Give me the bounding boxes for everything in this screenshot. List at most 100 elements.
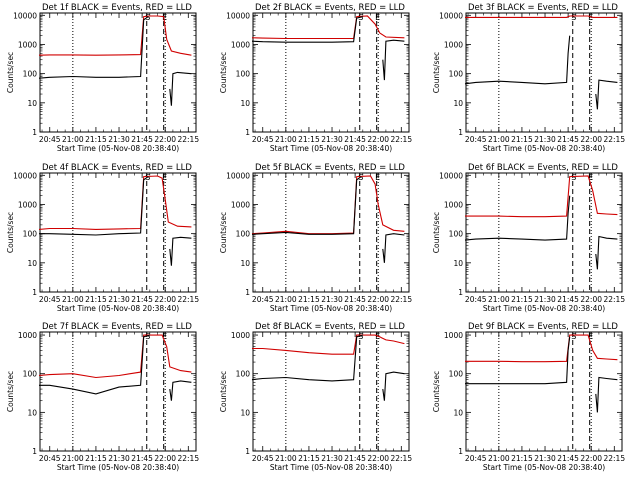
x-tick-label: 20:45 bbox=[252, 135, 274, 144]
y-tick-label: 10 bbox=[27, 408, 37, 417]
marker-label: E bbox=[162, 173, 167, 182]
y-tick-label: 1 bbox=[458, 128, 463, 137]
x-tick-label: 22:15 bbox=[603, 454, 625, 463]
plot-frame bbox=[252, 331, 410, 452]
x-tick-label: 20:45 bbox=[465, 135, 487, 144]
y-tick-label: 1000 bbox=[18, 40, 37, 49]
x-tick-label: 20:45 bbox=[465, 454, 487, 463]
y-tick-label: 100 bbox=[449, 70, 464, 79]
y-tick-label: 1 bbox=[458, 447, 463, 456]
x-tick-label: 21:15 bbox=[511, 454, 533, 463]
series-line-lld bbox=[38, 175, 192, 230]
series-line-events bbox=[382, 39, 405, 81]
y-tick-label: 10 bbox=[453, 259, 463, 268]
x-tick-label: 22:15 bbox=[177, 135, 199, 144]
marker-label: S bbox=[571, 332, 576, 341]
y-axis-label: Counts/sec bbox=[6, 371, 15, 412]
x-tick-label: 22:15 bbox=[603, 295, 625, 304]
y-tick-label: 1000 bbox=[18, 331, 37, 340]
x-tick-label: 21:15 bbox=[298, 135, 320, 144]
y-tick-label: 100 bbox=[236, 70, 251, 79]
x-tick-label: 21:30 bbox=[321, 454, 343, 463]
x-tick-label: 22:00 bbox=[580, 454, 602, 463]
series-line-lld bbox=[38, 334, 192, 379]
x-tick-label: 22:15 bbox=[603, 135, 625, 144]
y-tick-label: 1 bbox=[458, 288, 463, 297]
series-line-events bbox=[251, 16, 363, 43]
marker-label: E bbox=[375, 13, 380, 22]
x-axis-label: Start Time (05-Nov-08 20:38:40) bbox=[57, 304, 179, 313]
chart-panel-3: Det 3f BLACK = Events, RED = LLD 1 10 100 10… bbox=[432, 3, 625, 153]
x-tick-label: 21:15 bbox=[85, 135, 107, 144]
x-tick-label: 21:00 bbox=[62, 295, 84, 304]
y-tick-label: 10 bbox=[27, 99, 37, 108]
marker-label: E bbox=[588, 173, 593, 182]
series-line-events bbox=[38, 16, 149, 79]
chart-title: Det 6f BLACK = Events, RED = LLD bbox=[468, 163, 618, 173]
y-tick-label: 100 bbox=[236, 230, 251, 239]
x-tick-label: 21:15 bbox=[511, 135, 533, 144]
x-tick-label: 21:15 bbox=[85, 295, 107, 304]
series-line-events bbox=[39, 334, 150, 395]
plot-frame bbox=[39, 331, 197, 452]
y-tick-label: 1000 bbox=[231, 331, 250, 340]
series-line-events bbox=[251, 176, 362, 235]
chart-title: Det 3f BLACK = Events, RED = LLD bbox=[468, 3, 618, 13]
x-tick-label: 22:00 bbox=[367, 295, 389, 304]
plot-frame bbox=[39, 12, 197, 133]
y-tick-label: 1000 bbox=[444, 331, 463, 340]
x-axis-label: Start Time (05-Nov-08 20:38:40) bbox=[483, 304, 605, 313]
marker-label: E bbox=[588, 332, 593, 341]
x-tick-label: 22:15 bbox=[390, 295, 412, 304]
x-tick-label: 21:45 bbox=[344, 454, 366, 463]
marker-label: S bbox=[571, 13, 576, 22]
x-tick-label: 20:45 bbox=[465, 295, 487, 304]
chart-panel-6: Det 6f BLACK = Events, RED = LLD 1 10 100 10… bbox=[432, 163, 625, 313]
x-tick-label: 20:45 bbox=[39, 135, 61, 144]
x-axis-label: Start Time (05-Nov-08 20:38:40) bbox=[270, 463, 392, 472]
x-axis-label: Start Time (05-Nov-08 20:38:40) bbox=[270, 144, 392, 153]
series-line-lld bbox=[465, 334, 618, 363]
marker-label: E bbox=[588, 13, 593, 22]
x-tick-label: 21:45 bbox=[131, 454, 153, 463]
y-tick-label: 10000 bbox=[439, 171, 463, 180]
chart-panel-2: Det 2f BLACK = Events, RED = LLD 1 10 100 10… bbox=[219, 3, 412, 153]
x-tick-label: 21:30 bbox=[534, 454, 556, 463]
x-tick-label: 21:30 bbox=[108, 454, 130, 463]
x-tick-label: 21:15 bbox=[85, 454, 107, 463]
x-tick-label: 21:30 bbox=[321, 135, 343, 144]
plot-frame bbox=[39, 172, 197, 293]
x-axis-label: Start Time (05-Nov-08 20:38:40) bbox=[270, 304, 392, 313]
x-tick-label: 22:15 bbox=[177, 295, 199, 304]
y-tick-label: 1 bbox=[245, 288, 250, 297]
y-tick-label: 10000 bbox=[226, 11, 250, 20]
x-tick-label: 22:00 bbox=[154, 454, 176, 463]
x-tick-label: 21:30 bbox=[108, 295, 130, 304]
chart-panel-1: Det 1f BLACK = Events, RED = LLD 1 10 100 10… bbox=[6, 3, 199, 153]
y-tick-label: 1 bbox=[245, 128, 250, 137]
y-tick-label: 100 bbox=[236, 370, 251, 379]
x-tick-label: 21:30 bbox=[321, 295, 343, 304]
y-axis-label: Counts/sec bbox=[432, 371, 441, 412]
y-tick-label: 100 bbox=[23, 230, 38, 239]
y-tick-label: 10 bbox=[27, 259, 37, 268]
x-tick-label: 20:45 bbox=[252, 454, 274, 463]
marker-label: S bbox=[358, 332, 363, 341]
series-line-lld bbox=[252, 334, 405, 355]
y-tick-label: 10000 bbox=[13, 11, 37, 20]
x-tick-label: 21:15 bbox=[511, 295, 533, 304]
y-tick-label: 1000 bbox=[18, 200, 37, 209]
x-tick-label: 22:15 bbox=[177, 454, 199, 463]
x-tick-label: 21:00 bbox=[275, 454, 297, 463]
x-tick-label: 21:30 bbox=[534, 295, 556, 304]
x-tick-label: 21:45 bbox=[131, 295, 153, 304]
x-tick-label: 21:00 bbox=[62, 454, 84, 463]
y-tick-label: 10000 bbox=[226, 171, 250, 180]
chart-panel-4: Det 4f BLACK = Events, RED = LLD 1 10 100 10… bbox=[6, 163, 199, 313]
x-axis-label: Start Time (05-Nov-08 20:38:40) bbox=[483, 144, 605, 153]
marker-label: E bbox=[162, 13, 167, 22]
y-tick-label: 10000 bbox=[13, 171, 37, 180]
chart-title: Det 1f BLACK = Events, RED = LLD bbox=[42, 3, 192, 13]
x-tick-label: 22:00 bbox=[367, 454, 389, 463]
